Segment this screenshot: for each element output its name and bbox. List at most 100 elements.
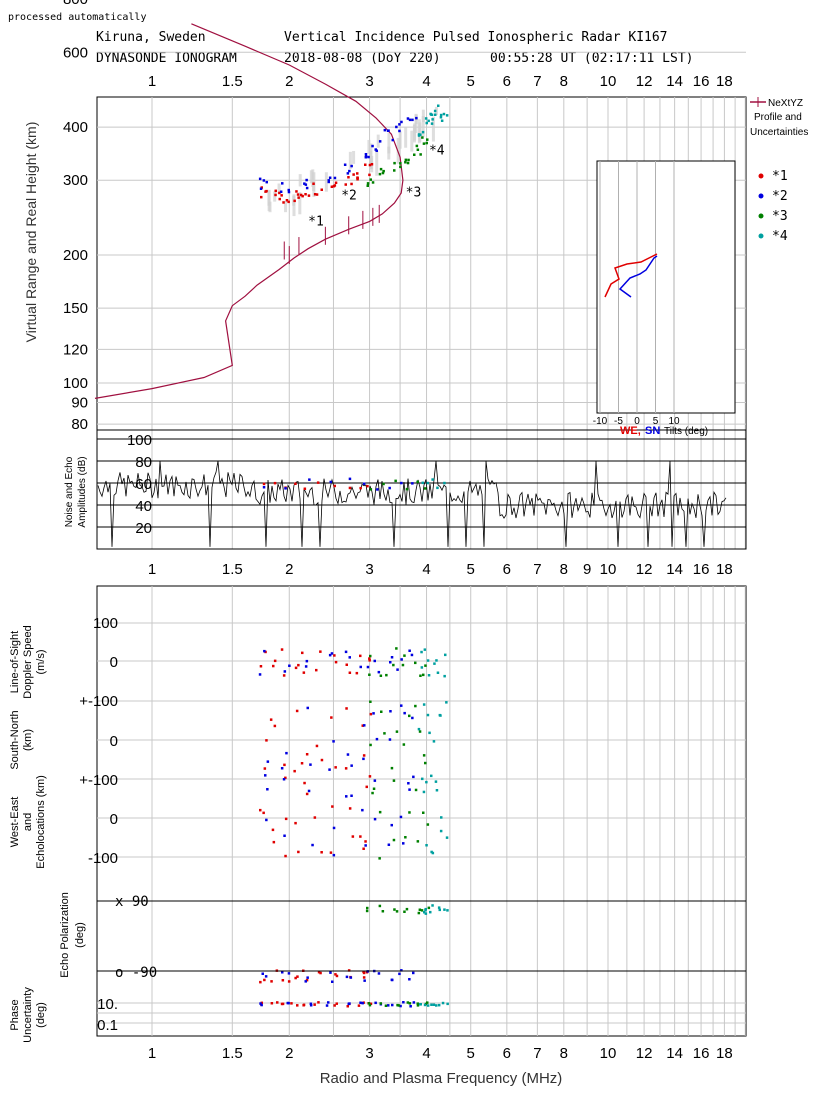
bottom-point-2 <box>363 979 366 982</box>
amplitude-point-2 <box>376 488 379 491</box>
echo-point-1 <box>307 194 311 197</box>
bottom-point-1 <box>313 816 317 819</box>
bottom-point-4 <box>427 674 431 677</box>
we-label-3: Echolocations (km) <box>35 775 47 869</box>
bottom-point-3 <box>403 910 406 913</box>
real-height-profile <box>94 23 404 399</box>
bottom-point-4 <box>425 844 428 847</box>
echo-point-1 <box>278 191 281 195</box>
legend-label: *3 <box>772 209 788 224</box>
x-tick-label-mid: 9 <box>583 561 591 578</box>
bottom-point-4 <box>434 780 438 783</box>
amplitude-point-4 <box>431 478 434 481</box>
bottom-point-2 <box>325 1004 329 1007</box>
bottom-point-4 <box>445 836 449 839</box>
bottom-point-3 <box>420 909 424 912</box>
bottom-point-1 <box>362 971 366 975</box>
bottom-point-2 <box>348 656 351 659</box>
bottom-point-4 <box>436 671 440 674</box>
x-tick-label-mid: 18 <box>716 561 733 578</box>
echo-shade <box>352 150 356 164</box>
echo-point-3 <box>366 182 370 185</box>
bottom-point-2 <box>372 712 375 715</box>
bottom-point-2 <box>410 653 414 657</box>
bottom-point-2 <box>346 753 350 756</box>
x-tick-label-top: 5 <box>467 73 475 90</box>
echo-point-1 <box>295 190 298 193</box>
height-y-ticks: 800 600 400 300 200 150 120 100 90 80 <box>63 0 88 433</box>
echo-point-4 <box>440 119 444 122</box>
echo-point-2 <box>327 180 330 184</box>
bottom-point-3 <box>372 787 376 790</box>
bottom-point-2 <box>387 843 391 846</box>
bottom-point-1 <box>293 769 296 773</box>
mode-labels: *1 *2 *3 *4 <box>308 143 445 229</box>
bottom-point-1 <box>287 980 291 983</box>
x-tick-label-bottom: 2 <box>285 1045 293 1062</box>
bottom-point-2 <box>390 656 394 659</box>
echo-shade <box>398 131 402 149</box>
bottom-point-3 <box>379 1002 382 1005</box>
bottom-point-1 <box>302 671 306 674</box>
bottom-point-3 <box>408 714 411 718</box>
echo-shade <box>434 106 438 115</box>
bottom-point-3 <box>365 909 369 913</box>
echo-point-4 <box>437 104 440 107</box>
bottom-point-2 <box>374 1001 377 1005</box>
bottom-point-1 <box>295 709 299 713</box>
echo-point-2 <box>378 140 382 143</box>
bottom-point-2 <box>400 969 403 972</box>
x-tick-label-mid: 10 <box>600 561 617 578</box>
bottom-point-1 <box>297 850 300 854</box>
echo-point-3 <box>419 153 422 156</box>
mode-label: *2 <box>341 189 357 204</box>
legend-label: *1 <box>772 169 788 184</box>
x-tick-label-mid: 2 <box>285 561 293 578</box>
bottom-tick-label: +-100 <box>79 772 118 789</box>
bottom-point-3 <box>366 906 369 910</box>
bottom-point-2 <box>330 652 334 655</box>
bottom-tick-label: 10. <box>97 996 118 1013</box>
bottom-point-3 <box>380 710 383 713</box>
bottom-point-2 <box>332 826 336 830</box>
bottom-point-3 <box>424 761 427 765</box>
echo-point-1 <box>312 182 315 185</box>
o-mode-label: o -90 <box>115 965 157 981</box>
amplitude-tick-label: 80 <box>135 454 152 471</box>
bottom-point-4 <box>444 653 447 657</box>
echo-point-4 <box>434 113 437 116</box>
echo-point-2 <box>348 169 351 173</box>
bottom-point-4 <box>431 904 434 907</box>
bottom-point-4 <box>443 674 446 678</box>
bottom-point-4 <box>419 1003 422 1006</box>
bottom-point-1 <box>362 754 366 757</box>
bottom-point-2 <box>264 975 268 978</box>
bottom-point-1 <box>333 1004 336 1007</box>
echo-point-2 <box>346 172 350 175</box>
bottom-point-2 <box>264 774 267 777</box>
x-tick-label-mid: 3 <box>365 561 373 578</box>
height-tick-label: 90 <box>71 394 88 411</box>
bottom-point-3 <box>416 840 420 843</box>
bottom-point-2 <box>373 779 377 782</box>
bottom-point-4 <box>425 780 428 784</box>
x-tick-label-bottom: 1 <box>148 1045 156 1062</box>
tilt-we-trace <box>604 253 658 298</box>
bottom-point-3 <box>396 1003 399 1007</box>
bottom-point-1 <box>315 668 318 672</box>
we-label-2: and <box>22 813 34 831</box>
echo-shade <box>410 130 414 152</box>
bottom-point-1 <box>270 1002 274 1005</box>
bottom-point-4 <box>422 703 426 706</box>
echo-shade <box>421 109 425 123</box>
bottom-point-2 <box>345 795 348 798</box>
bottom-point-1 <box>345 663 348 666</box>
tilt-tick-label: 5 <box>653 416 659 427</box>
bottom-point-4 <box>430 774 433 778</box>
bottom-point-1 <box>305 792 309 796</box>
bottom-point-2 <box>329 971 332 974</box>
bottom-point-2 <box>408 788 411 791</box>
bottom-point-2 <box>281 971 284 974</box>
bottom-point-3 <box>426 823 430 826</box>
echo-point-4 <box>430 122 434 125</box>
